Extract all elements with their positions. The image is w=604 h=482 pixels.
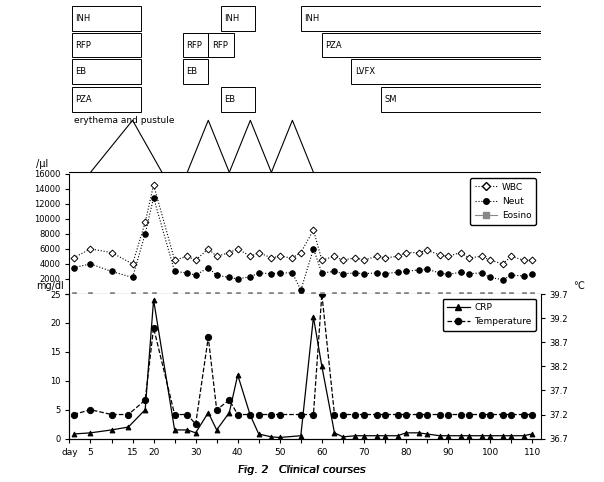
- Bar: [71, 87, 141, 111]
- Text: RFP: RFP: [75, 40, 91, 50]
- Bar: [221, 87, 254, 111]
- Text: erythema and pustule: erythema and pustule: [74, 116, 174, 125]
- Text: PZA: PZA: [325, 40, 342, 50]
- Bar: [71, 6, 141, 31]
- Legend: WBC, Neut, Eosino: WBC, Neut, Eosino: [471, 178, 536, 225]
- Legend: CRP, Temperature: CRP, Temperature: [443, 298, 536, 331]
- Text: SM: SM: [384, 94, 397, 104]
- Text: LVFX: LVFX: [355, 67, 374, 76]
- Bar: [301, 6, 541, 31]
- Bar: [183, 59, 208, 84]
- Bar: [381, 87, 541, 111]
- Text: PZA: PZA: [75, 94, 92, 104]
- Bar: [71, 59, 141, 84]
- Bar: [208, 32, 234, 57]
- Text: /μl: /μl: [36, 159, 49, 169]
- Text: Fig. 2   Clinical courses: Fig. 2 Clinical courses: [238, 465, 366, 475]
- Text: EB: EB: [187, 67, 198, 76]
- Bar: [71, 32, 141, 57]
- Text: RFP: RFP: [187, 40, 202, 50]
- Text: EB: EB: [224, 94, 236, 104]
- Text: INH: INH: [304, 14, 320, 23]
- Bar: [183, 32, 208, 57]
- Bar: [352, 59, 541, 84]
- Bar: [322, 32, 541, 57]
- Text: INH: INH: [224, 14, 240, 23]
- Text: ℃: ℃: [574, 281, 585, 291]
- Text: mg/dl: mg/dl: [36, 281, 64, 291]
- Text: RFP: RFP: [211, 40, 228, 50]
- Bar: [221, 6, 254, 31]
- Text: Fig. 2   Clinical courses: Fig. 2 Clinical courses: [238, 465, 366, 475]
- Text: EB: EB: [75, 67, 86, 76]
- Text: INH: INH: [75, 14, 90, 23]
